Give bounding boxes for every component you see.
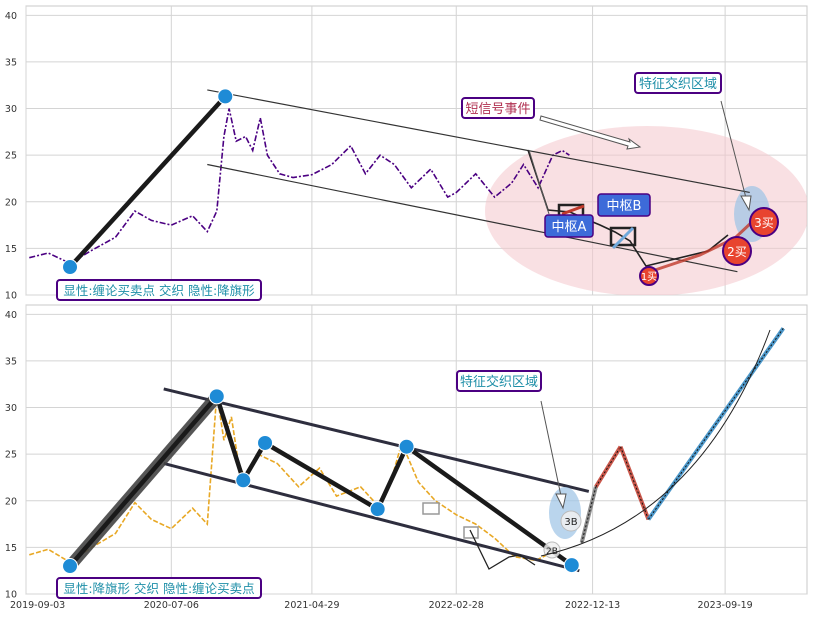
bottom-price-line	[29, 393, 554, 564]
buy3-marker: 3买	[749, 207, 779, 237]
bottom-projection-dash-2	[620, 446, 649, 520]
top-note-label: 显性:缠论买卖点 交织 隐性:降旗形	[63, 283, 255, 298]
buy-run-line	[651, 220, 754, 273]
pivot-b-box	[609, 226, 637, 247]
b3-marker	[560, 510, 582, 532]
bottom-decorations: 3B 2B	[422, 329, 771, 570]
buy1-label: 1买	[641, 271, 657, 283]
bottom-note-label: 显性:降旗形 交织 隐性:缠论买卖点	[63, 581, 254, 596]
bottom-pivot-point-5	[398, 438, 415, 455]
axes-group: 10 15 20 25 30 35 40 10 15 20 25 30 35 40 2019-09-03 20…	[5, 11, 753, 611]
top-ytick-label-5: 35	[5, 57, 17, 68]
bottom-channel-upper	[163, 387, 590, 493]
bottom-small-zigzag	[469, 529, 536, 570]
bottom-pivot-point-0	[62, 558, 79, 575]
pivot-b-callout: 中枢B	[597, 193, 651, 217]
b2-label: 2B	[546, 547, 558, 557]
small-blue-segment-b	[611, 226, 635, 250]
top-trend-line	[68, 94, 227, 269]
top-ytick-label-1: 15	[5, 244, 17, 255]
top-ytick-label-4: 30	[5, 104, 17, 115]
mini-box-2	[463, 526, 479, 539]
signal-event-label: 短信号事件	[465, 102, 530, 117]
top-series-group	[29, 88, 750, 276]
bottom-ytick-label-6: 40	[5, 310, 17, 321]
pivot-a-label: 中枢A	[552, 220, 587, 235]
top-channel-upper	[207, 89, 750, 194]
signal-arrow	[539, 115, 642, 150]
b3-label: 3B	[564, 517, 577, 528]
top-price-line	[29, 108, 570, 265]
bottom-zone-label: 特征交织区域	[460, 374, 538, 390]
bottom-pivot-point-4	[369, 501, 386, 518]
small-red-segment-a	[561, 204, 585, 216]
bottom-ytick-label-0: 10	[5, 590, 17, 601]
bottom-pivot-point-2	[235, 472, 252, 489]
bottom-ytick-label-5: 35	[5, 356, 17, 367]
bottom-projection-segment-1	[594, 445, 623, 488]
top-note-callout: 显性:缠论买卖点 交织 隐性:降旗形	[56, 279, 262, 301]
buy1-marker: 1买	[639, 266, 659, 286]
mini-box-1	[422, 502, 440, 515]
bottom-pivot-point-1	[208, 388, 225, 405]
top-ytick-label-0: 10	[5, 291, 17, 302]
bottom-channel-lower	[163, 462, 580, 573]
bottom-ytick-label-4: 30	[5, 403, 17, 414]
bottom-note-callout: 显性:降旗形 交织 隐性:缠论买卖点	[56, 577, 262, 599]
xtick-label-1: 2020-07-06	[144, 600, 199, 611]
xtick-label-0: 2019-09-03	[10, 600, 65, 611]
top-signal-decorations	[527, 100, 754, 273]
bottom-ytick-label-2: 20	[5, 496, 17, 507]
zone-arrow-shaft	[720, 100, 747, 199]
bottom-ytick-label-3: 25	[5, 450, 17, 461]
bottom-projection-dash-3	[648, 328, 784, 520]
signal-event-callout: 短信号事件	[461, 97, 535, 119]
top-ytick-label-6: 40	[5, 11, 17, 22]
top-pivot-point-1	[217, 88, 234, 105]
top-zone-callout: 特征交织区域	[634, 72, 722, 94]
bottom-zone-callout: 特征交织区域	[456, 370, 542, 392]
bottom-ytick-label-1: 15	[5, 543, 17, 554]
bottom-pivot-point-6	[563, 557, 580, 574]
top-zone-label: 特征交织区域	[639, 76, 717, 92]
bottom-zone-arrow-shaft	[540, 400, 562, 497]
bottom-zone-arrow-head	[555, 493, 567, 510]
top-ytick-label-3: 25	[5, 151, 17, 162]
projection-arc	[540, 329, 771, 557]
bottom-series-group	[29, 327, 785, 575]
xtick-label-4: 2022-12-13	[565, 600, 620, 611]
xtick-label-2: 2021-04-29	[284, 600, 339, 611]
pivot-b-label: 中枢B	[607, 199, 642, 214]
top-pivot-point-0	[62, 259, 79, 276]
xtick-label-5: 2023-09-19	[698, 600, 753, 611]
pivot-a-callout: 中枢A	[544, 214, 594, 238]
signal-drop-shade	[528, 149, 550, 215]
buy2-marker: 2买	[722, 236, 752, 266]
top-channel-lower	[207, 163, 738, 273]
top-ytick-label-2: 20	[5, 197, 17, 208]
bottom-pivot-point-3	[257, 434, 274, 451]
xtick-label-3: 2022-02-28	[429, 600, 484, 611]
buy3-label: 3买	[754, 216, 774, 230]
bottom-projection-dash-0	[581, 486, 597, 543]
buy2-label: 2买	[727, 245, 747, 259]
zone-arrow-head	[740, 195, 752, 212]
